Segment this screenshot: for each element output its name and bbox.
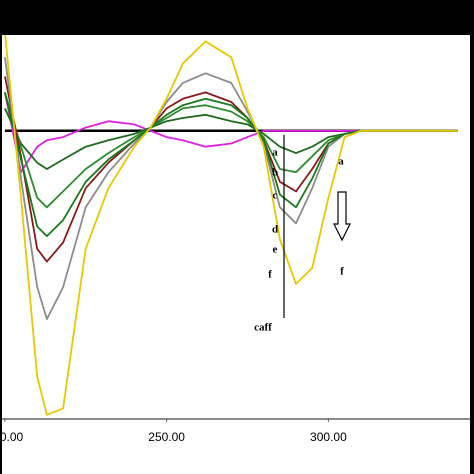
annotation: caff xyxy=(254,322,272,334)
annotation: c xyxy=(273,190,278,202)
annotation: d xyxy=(272,224,278,236)
x-tick-label: 200.00 xyxy=(0,430,24,444)
spectrum-line xyxy=(4,92,458,238)
top-frame xyxy=(0,0,474,35)
left-frame xyxy=(0,35,2,474)
plot-area xyxy=(4,31,458,416)
annotation: f xyxy=(268,269,272,281)
x-tick-label: 250.00 xyxy=(148,430,185,444)
right-frame xyxy=(470,35,474,474)
spectrum-line xyxy=(4,92,458,209)
annotation: a xyxy=(272,147,278,159)
annotation: e xyxy=(273,244,278,256)
spectrum-line xyxy=(4,31,458,416)
annotation: a xyxy=(338,156,344,168)
x-tick-label: 300.00 xyxy=(310,430,347,444)
spectrum-line xyxy=(4,108,458,170)
spectrum-line xyxy=(4,57,458,321)
arrow xyxy=(333,191,351,242)
annotation: b xyxy=(272,167,278,179)
annotation: f xyxy=(340,266,344,278)
spectrum-line xyxy=(4,92,458,174)
